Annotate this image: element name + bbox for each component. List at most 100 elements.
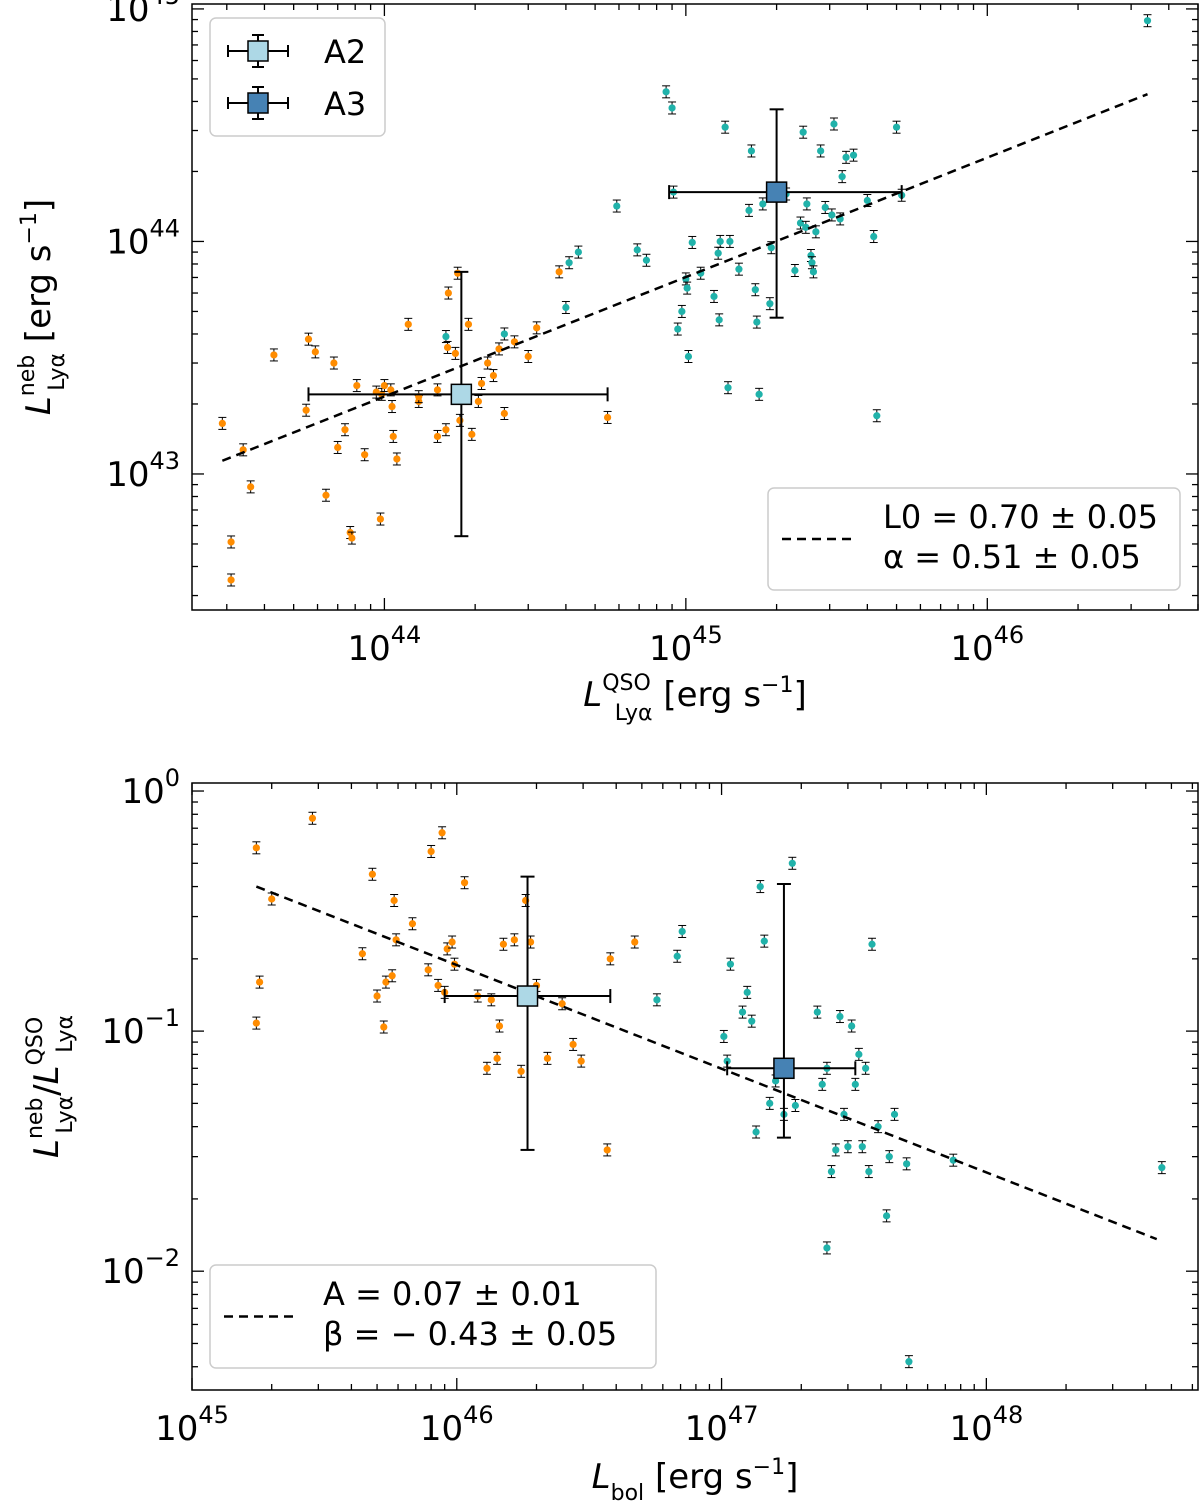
data-point — [710, 289, 719, 303]
panel-top: 104410451046104310441045LQSOLyα [erg s−1… — [15, 0, 1199, 726]
data-point — [460, 876, 469, 890]
data-point — [816, 144, 825, 158]
sample-series — [252, 811, 639, 1157]
data-point — [949, 1153, 958, 1167]
data-point — [760, 934, 769, 948]
data-point — [724, 381, 733, 395]
data-point — [424, 963, 433, 977]
data-point — [752, 1125, 761, 1139]
data-point — [495, 342, 504, 356]
data-point — [434, 978, 443, 992]
data-point — [252, 841, 261, 855]
data-point — [752, 315, 761, 329]
composite-point-a3 — [668, 108, 903, 319]
data-point — [890, 1107, 899, 1121]
data-point — [474, 394, 483, 408]
data-point — [388, 969, 397, 983]
plot-frame — [191, 3, 1199, 611]
legend-label-a2: A2 — [324, 33, 366, 71]
x-tick-label: 1045 — [649, 621, 723, 669]
data-point — [373, 989, 382, 1003]
data-point — [904, 1355, 913, 1369]
data-point — [218, 416, 227, 430]
data-point — [821, 200, 830, 214]
data-point — [438, 826, 447, 840]
data-point — [495, 1019, 504, 1033]
x-tick-label: 1044 — [347, 621, 421, 669]
y-tick-label: 1043 — [106, 447, 180, 495]
data-point — [543, 1051, 552, 1065]
data-point — [606, 952, 615, 966]
data-point — [499, 937, 508, 951]
y-axis-label: Lneb Lyα [erg s−1] — [15, 199, 70, 415]
data-point — [864, 1165, 873, 1179]
data-point — [633, 243, 642, 257]
data-point — [352, 379, 361, 393]
data-point — [799, 125, 808, 139]
data-point — [849, 148, 858, 162]
data-point — [603, 1143, 612, 1157]
data-point — [790, 263, 799, 277]
data-point — [500, 406, 509, 420]
data-point — [603, 410, 612, 424]
data-point — [827, 1165, 836, 1179]
fit-parameter-2: α = 0.51 ± 0.05 — [883, 538, 1141, 576]
data-point — [392, 933, 401, 947]
data-point — [802, 197, 811, 211]
data-point — [755, 387, 764, 401]
x-axis-label: LQSO Lyα [erg s−1] — [583, 671, 807, 726]
data-point — [1157, 1161, 1166, 1175]
data-point — [340, 423, 349, 437]
data-point — [684, 350, 693, 364]
data-point — [493, 1051, 502, 1065]
y-tick-label: 10−2 — [101, 1244, 180, 1292]
data-point — [721, 120, 730, 134]
plot-area — [218, 14, 1152, 587]
plot-frame — [191, 782, 1199, 1391]
x-tick-label: 1045 — [155, 1401, 229, 1449]
fit-parameter-1: A = 0.07 ± 0.01 — [323, 1275, 582, 1313]
data-point — [448, 935, 457, 949]
x-axis-label: Lbol [erg s−1] — [592, 1455, 799, 1506]
data-point — [827, 208, 836, 222]
y-axis-label: Lneb Lyα/LQSO Lyα — [23, 1015, 78, 1158]
composite-point-a2 — [307, 270, 609, 538]
data-point — [791, 1098, 800, 1112]
data-point — [882, 1209, 891, 1223]
data-point — [333, 440, 342, 454]
data-point — [517, 1064, 526, 1078]
data-point — [441, 330, 450, 344]
data-point — [872, 409, 881, 423]
data-point — [246, 480, 255, 494]
composite-point-a2 — [443, 875, 612, 1151]
data-point — [524, 350, 533, 364]
data-point — [861, 1061, 870, 1075]
sample-series — [652, 856, 1166, 1369]
data-point — [510, 335, 519, 349]
data-point — [719, 1029, 728, 1043]
data-point — [376, 512, 385, 526]
data-point — [838, 170, 847, 184]
data-point — [227, 573, 236, 587]
data-point — [577, 1054, 586, 1068]
data-point — [455, 413, 464, 427]
data-point — [227, 535, 236, 549]
data-point — [500, 327, 509, 341]
data-point — [347, 531, 356, 545]
axis-ticks — [191, 783, 1198, 1390]
data-point — [443, 340, 452, 354]
data-point — [714, 246, 723, 260]
plot-area — [252, 811, 1166, 1369]
data-point — [451, 346, 460, 360]
data-point — [1143, 14, 1152, 28]
data-point — [716, 234, 725, 248]
x-tick-label: 1046 — [420, 1401, 494, 1449]
legend-label-a3: A3 — [324, 85, 366, 123]
data-point — [751, 283, 760, 297]
data-point — [269, 348, 278, 362]
fit-parameter-1: L0 = 0.70 ± 0.05 — [883, 498, 1158, 536]
y-tick-label: 100 — [121, 764, 180, 812]
data-point — [842, 150, 851, 164]
data-point — [726, 957, 735, 971]
data-point — [683, 281, 692, 295]
